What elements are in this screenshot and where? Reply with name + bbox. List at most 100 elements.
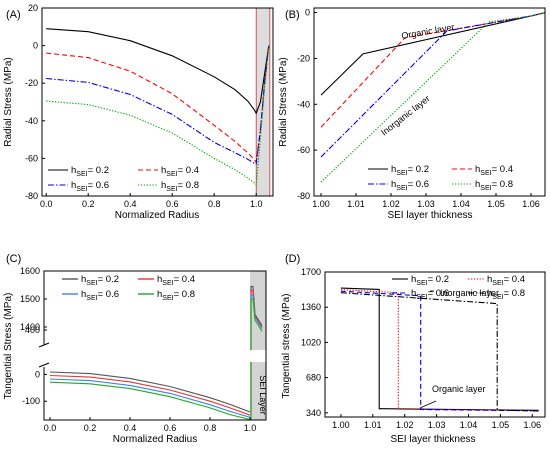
y-axis-break-mark bbox=[38, 362, 50, 368]
legend-subscript: SEI bbox=[492, 280, 503, 287]
series-line-4 bbox=[46, 45, 270, 186]
legend-value: = 0.4 bbox=[504, 274, 525, 285]
series-line-4 bbox=[49, 381, 251, 421]
y-tick-label: 680 bbox=[306, 373, 321, 383]
legend-value: = 0.8 bbox=[174, 289, 195, 300]
legend-subscript: SEI bbox=[396, 170, 407, 177]
y-tick-label: 1400 bbox=[20, 322, 40, 332]
y-tick-label: 1700 bbox=[301, 267, 321, 277]
y-tick-label: 0 bbox=[33, 41, 38, 51]
y-tick-label: 0 bbox=[305, 8, 310, 18]
legend-value: = 0.2 bbox=[408, 164, 429, 175]
legend-entry: hSEI= 0.6 bbox=[391, 179, 429, 192]
y-tick-label: -40 bbox=[297, 99, 310, 109]
legend-h: h bbox=[157, 289, 162, 300]
x-tick-label: 1.01 bbox=[347, 199, 365, 209]
legend-subscript: SEI bbox=[86, 280, 97, 287]
y-axis-break-mark bbox=[38, 342, 50, 348]
legend-entry: hSEI= 0.8 bbox=[487, 288, 525, 301]
y-axis-label: Tangential Stress (MPa) bbox=[3, 293, 14, 400]
legend-entry: hSEI= 0.4 bbox=[475, 164, 513, 177]
legend-subscript: SEI bbox=[166, 186, 177, 193]
y-tick-label: -20 bbox=[297, 53, 310, 63]
x-axis-label: SEI layer thickness bbox=[390, 434, 475, 445]
series-line-1 bbox=[46, 28, 270, 115]
panel-label-b: (B) bbox=[285, 9, 300, 21]
legend-entry: hSEI= 0.8 bbox=[157, 289, 195, 302]
annotation-sei-layer: SEI Layer bbox=[258, 375, 268, 415]
y-tick-label: 340 bbox=[306, 408, 321, 418]
legend-entry: hSEI= 0.6 bbox=[81, 289, 119, 302]
legend-entry: hSEI= 0.8 bbox=[475, 179, 513, 192]
y-axis-label: Radial Stress (MPa) bbox=[278, 57, 289, 146]
series-line-1 bbox=[49, 371, 251, 413]
legend-entry: hSEI= 0.2 bbox=[391, 164, 429, 177]
legend-value: = 0.8 bbox=[492, 179, 513, 190]
legend-entry: hSEI= 0.6 bbox=[71, 180, 109, 193]
x-tick-label: 1.06 bbox=[523, 420, 541, 430]
legend-entry: hSEI= 0.2 bbox=[411, 274, 449, 287]
legend-value: = 0.8 bbox=[178, 180, 199, 191]
panel-d: 1.00 1.01 1.02 1.03 1.04 1.05 1.06 1700 1360 1020… bbox=[281, 253, 546, 445]
y-tick-label: -100 bbox=[22, 396, 40, 406]
legend-entry: hSEI= 0.4 bbox=[161, 165, 199, 178]
x-tick-label: 1.0 bbox=[250, 199, 263, 209]
legend-value: = 0.2 bbox=[88, 165, 109, 176]
legend-subscript: SEI bbox=[162, 295, 173, 302]
x-tick-label: 0.4 bbox=[124, 423, 137, 433]
y-tick-label: -80 bbox=[297, 191, 310, 201]
axis-break-gap bbox=[250, 350, 266, 362]
legend-subscript: SEI bbox=[396, 185, 407, 192]
x-tick-label: 0.2 bbox=[82, 199, 95, 209]
legend-subscript: SEI bbox=[76, 171, 87, 178]
y-tick-label: 1500 bbox=[20, 294, 40, 304]
series-line-2 bbox=[49, 374, 251, 416]
legend-h: h bbox=[71, 165, 76, 176]
x-tick-label: 0.0 bbox=[44, 423, 57, 433]
x-tick-label: 1.04 bbox=[452, 199, 470, 209]
legend-entry: hSEI= 0.4 bbox=[487, 274, 525, 287]
x-tick-label: 0.0 bbox=[40, 199, 53, 209]
legend-subscript: SEI bbox=[492, 294, 503, 301]
y-tick-label: -60 bbox=[297, 145, 310, 155]
legend-subscript: SEI bbox=[166, 171, 177, 178]
legend-h: h bbox=[161, 180, 166, 191]
legend-entry: hSEI= 0.8 bbox=[161, 180, 199, 193]
y-tick-label: -60 bbox=[25, 153, 38, 163]
legend-h: h bbox=[157, 274, 162, 285]
annotation-organic-layer: Organic layer bbox=[432, 384, 486, 394]
x-tick-label: 0.6 bbox=[166, 199, 179, 209]
y-tick-label: -80 bbox=[25, 191, 38, 201]
plot-frame bbox=[324, 271, 546, 418]
x-tick-label: 1.00 bbox=[312, 199, 330, 209]
legend-value: = 0.2 bbox=[98, 274, 119, 285]
legend-subscript: SEI bbox=[162, 280, 173, 287]
legend-h: h bbox=[475, 164, 480, 175]
y-tick-label: 1600 bbox=[20, 266, 40, 276]
y-tick-label: 0 bbox=[35, 369, 40, 379]
legend-subscript: SEI bbox=[480, 185, 491, 192]
legend-h: h bbox=[411, 274, 416, 285]
y-axis-label: Radial Stress (MPa) bbox=[3, 57, 14, 146]
legend-h: h bbox=[487, 274, 492, 285]
panel-a: 0.0 0.2 0.4 0.6 0.8 1.0 20 0 -20 -40 -60 -80 Normali… bbox=[3, 3, 274, 221]
legend-h: h bbox=[411, 288, 416, 299]
x-tick-label: 1.03 bbox=[417, 199, 435, 209]
x-tick-label: 0.2 bbox=[84, 423, 97, 433]
legend-subscript: SEI bbox=[86, 295, 97, 302]
x-tick-label: 1.06 bbox=[522, 199, 540, 209]
panel-label-a: (A) bbox=[6, 9, 21, 21]
x-axis-label: Normalized Radius bbox=[115, 210, 199, 221]
x-tick-label: 1.00 bbox=[332, 420, 350, 430]
y-axis-label: Tangential stress (MPa) bbox=[281, 293, 292, 398]
series-line-4 bbox=[340, 292, 539, 412]
panel-label-c: (C) bbox=[6, 253, 21, 265]
annotation-inorganic-layer: Inorganic layer bbox=[379, 93, 432, 137]
legend-h: h bbox=[71, 180, 76, 191]
legend-value: = 0.6 bbox=[98, 289, 119, 300]
legend-subscript: SEI bbox=[480, 170, 491, 177]
x-axis-label: SEI layer thickness bbox=[387, 210, 472, 221]
legend-value: = 0.2 bbox=[428, 274, 449, 285]
